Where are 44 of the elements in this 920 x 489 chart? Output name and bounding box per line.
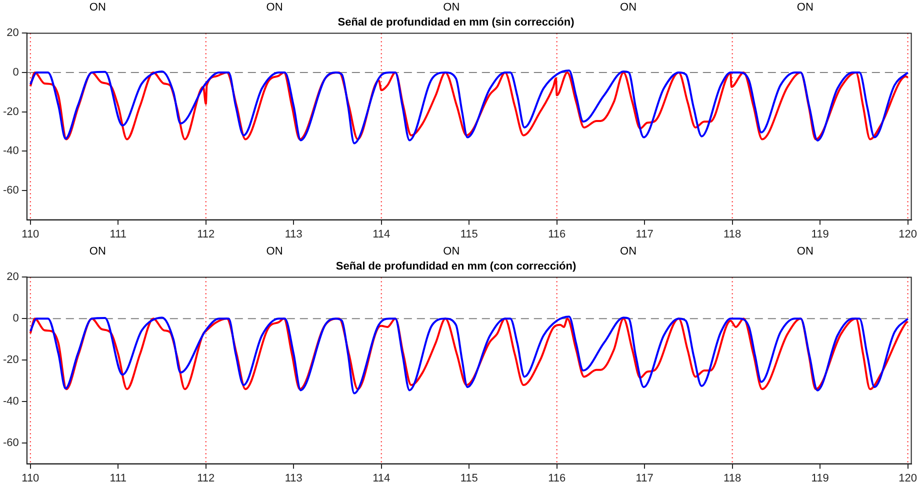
text: ON (443, 246, 460, 258)
text: ON (266, 2, 283, 14)
x-tick-label: 110 (22, 228, 40, 240)
x-tick-label: 114 (372, 472, 390, 484)
text: ON (89, 246, 106, 258)
y-tick-label: 20 (6, 271, 19, 284)
x-tick-label: 120 (898, 228, 917, 240)
x-tick-label: 118 (724, 228, 742, 240)
x-tick-label: 113 (284, 472, 302, 484)
y-tick-label: -60 (2, 437, 19, 450)
y-tick-label: -40 (2, 145, 19, 158)
x-tick-label: 113 (284, 228, 302, 240)
chart-title: Señal de profundidad en mm (sin corrección) (338, 16, 575, 29)
y-tick-label: 0 (12, 312, 19, 325)
y-tick-label: -40 (2, 396, 19, 408)
chart-title: Señal de profundidad en mm (con corrección) (336, 260, 576, 273)
x-tick-label: 116 (548, 472, 566, 484)
y-tick-label: 0 (12, 66, 19, 79)
x-tick-label: 114 (372, 228, 390, 240)
y-tick-label: -20 (2, 354, 19, 366)
x-tick-label: 119 (811, 472, 829, 484)
x-tick-label: 111 (110, 228, 127, 240)
x-tick-label: 112 (197, 228, 215, 240)
x-tick-label: 112 (197, 472, 215, 484)
y-tick-label: 20 (6, 27, 19, 40)
x-tick-label: 117 (636, 472, 654, 484)
x-tick-label: 111 (110, 472, 127, 484)
text: ON (796, 2, 814, 14)
text: ON (266, 246, 283, 258)
text: ON (620, 246, 637, 258)
x-tick-label: 110 (22, 472, 40, 484)
text: ON (89, 2, 106, 14)
x-tick-label: 119 (811, 228, 829, 240)
y-tick-label: -20 (2, 106, 19, 118)
text: ON (796, 246, 814, 258)
x-tick-label: 118 (724, 472, 742, 484)
text: ON (443, 2, 460, 14)
x-tick-label: 115 (460, 472, 478, 484)
y-tick-label: -60 (2, 184, 19, 196)
text: ON (620, 2, 637, 14)
x-tick-label: 116 (548, 228, 566, 240)
x-tick-label: 117 (636, 228, 654, 240)
x-tick-label: 115 (460, 228, 478, 240)
x-tick-label: 120 (898, 472, 917, 484)
